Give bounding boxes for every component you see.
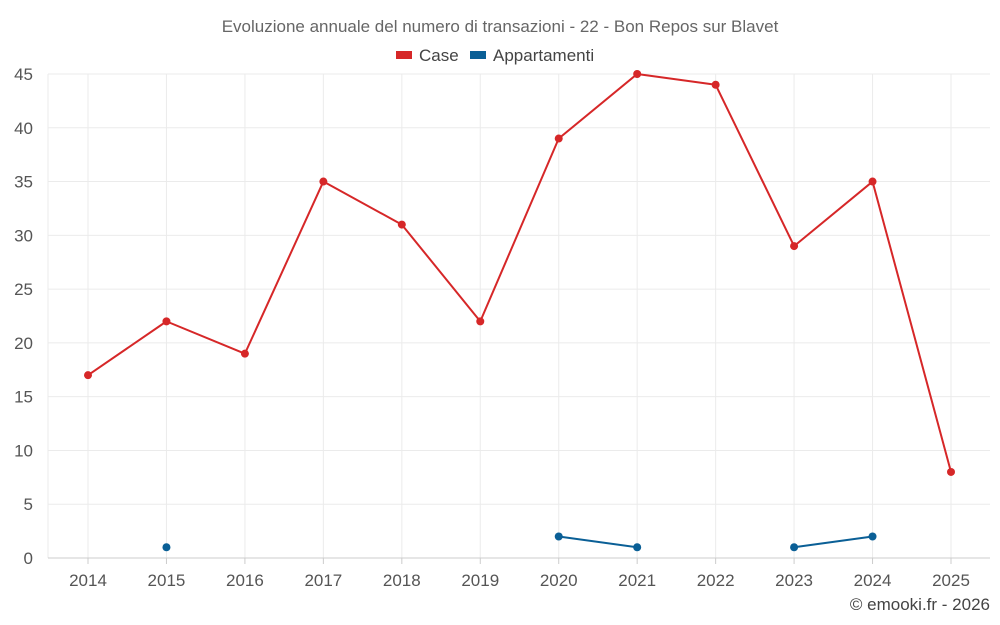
data-point-case-2014[interactable] bbox=[84, 371, 92, 380]
data-point-case-2020[interactable] bbox=[554, 134, 563, 143]
series-appartamenti bbox=[162, 532, 877, 552]
series-line-segment bbox=[793, 180, 874, 248]
series-line-segment bbox=[479, 137, 560, 323]
data-point-appartamenti-2024[interactable] bbox=[868, 532, 877, 541]
x-tick-label: 2015 bbox=[148, 571, 186, 590]
series-line-segment bbox=[322, 180, 403, 226]
series-line-segment bbox=[636, 73, 717, 86]
data-point-appartamenti-2021[interactable] bbox=[633, 543, 642, 552]
series-line-segment bbox=[557, 73, 639, 140]
series-line-segment bbox=[87, 320, 168, 377]
y-tick-label: 30 bbox=[14, 226, 33, 245]
x-tick-label: 2023 bbox=[775, 571, 813, 590]
legend-swatch bbox=[470, 51, 486, 59]
data-point-case-2019[interactable] bbox=[476, 317, 485, 326]
y-tick-label: 20 bbox=[14, 334, 33, 353]
y-tick-label: 40 bbox=[14, 119, 33, 138]
data-point-case-2015[interactable] bbox=[162, 317, 171, 326]
legend: Case Appartamenti bbox=[396, 46, 594, 65]
x-tick-label: 2014 bbox=[69, 571, 107, 590]
legend-label: Case bbox=[419, 46, 459, 65]
data-point-case-2021[interactable] bbox=[633, 70, 642, 78]
x-tick-label: 2021 bbox=[618, 571, 656, 590]
series-line-segment bbox=[557, 535, 639, 549]
series-case bbox=[84, 70, 955, 476]
x-axis: 2014 2015 2016 2017 2018 2019 2020 2021 2022 2023… bbox=[48, 557, 990, 590]
data-point-case-2022[interactable] bbox=[711, 80, 720, 89]
x-tick-label: 2017 bbox=[304, 571, 342, 590]
y-tick-label: 25 bbox=[14, 280, 33, 299]
x-tick-label: 2019 bbox=[461, 571, 499, 590]
y-tick-label: 10 bbox=[14, 441, 33, 460]
data-point-appartamenti-2023[interactable] bbox=[790, 543, 799, 552]
copyright-footer: © emooki.fr - 2026 bbox=[850, 595, 990, 614]
data-point-case-2018[interactable] bbox=[397, 220, 406, 229]
data-point-appartamenti-2020[interactable] bbox=[554, 532, 563, 541]
series-line-segment bbox=[165, 320, 246, 355]
series-line-segment bbox=[243, 180, 325, 355]
y-axis: 0 5 10 15 20 25 30 35 40 45 bbox=[14, 65, 33, 568]
legend-item-case[interactable]: Case bbox=[396, 46, 459, 65]
legend-swatch bbox=[396, 51, 412, 59]
y-tick-label: 15 bbox=[14, 388, 33, 407]
series-line-segment bbox=[793, 535, 874, 549]
legend-label: Appartamenti bbox=[493, 46, 594, 65]
x-tick-label: 2018 bbox=[383, 571, 421, 590]
data-point-appartamenti-2015[interactable] bbox=[162, 543, 171, 552]
data-point-case-2024[interactable] bbox=[868, 177, 877, 186]
x-tick-label: 2020 bbox=[540, 571, 578, 590]
data-point-case-2025[interactable] bbox=[947, 467, 955, 476]
series-line-segment bbox=[871, 180, 952, 473]
y-tick-label: 0 bbox=[24, 549, 33, 568]
gridlines bbox=[47, 73, 990, 558]
x-tick-label: 2016 bbox=[226, 571, 264, 590]
chart-title: Evoluzione annuale del numero di transaz… bbox=[222, 17, 779, 36]
series-line-segment bbox=[714, 83, 796, 248]
y-tick-label: 35 bbox=[14, 173, 33, 192]
series-line-segment bbox=[400, 223, 482, 323]
y-tick-label: 45 bbox=[14, 65, 33, 84]
data-point-case-2023[interactable] bbox=[790, 242, 799, 251]
y-tick-label: 5 bbox=[24, 495, 33, 514]
data-point-case-2017[interactable] bbox=[319, 177, 328, 186]
x-tick-label: 2022 bbox=[697, 571, 735, 590]
series-layer bbox=[84, 70, 955, 552]
data-point-case-2016[interactable] bbox=[240, 349, 249, 358]
x-tick-label: 2024 bbox=[854, 571, 892, 590]
legend-item-appartamenti[interactable]: Appartamenti bbox=[470, 46, 594, 65]
x-tick-label: 2025 bbox=[932, 571, 970, 590]
